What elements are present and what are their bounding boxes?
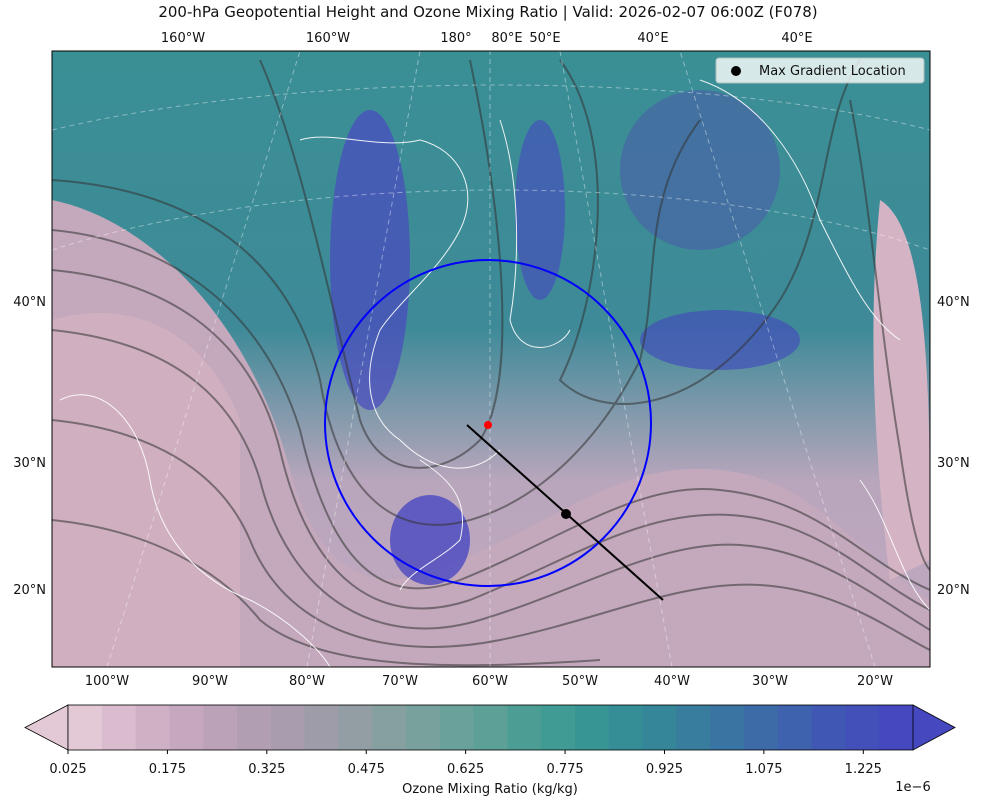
lon-label-bottom: 30°W	[752, 674, 788, 689]
lat-label-left: 30°N	[13, 456, 46, 471]
map	[52, 51, 930, 667]
height-contours	[52, 59, 930, 667]
colorbar-bin	[879, 705, 914, 750]
lon-label-bottom: 20°W	[857, 674, 893, 689]
graticule	[52, 51, 930, 667]
low-ozone-region	[52, 200, 930, 667]
center-marker	[484, 421, 492, 429]
colorbar-frame	[67, 704, 914, 751]
lat-label-right: 20°N	[937, 583, 970, 598]
lon-label-top: 80°E	[491, 31, 522, 46]
high-ozone-region	[390, 495, 470, 585]
high-ozone-region	[640, 310, 800, 370]
colorbar-bin	[710, 705, 745, 750]
lon-label-bottom: 90°W	[192, 674, 228, 689]
colorbar-bin	[777, 705, 813, 750]
legend-box	[715, 57, 925, 84]
lat-label-left: 40°N	[13, 295, 46, 310]
legend-label: Max Gradient Location	[759, 64, 906, 79]
colorbar-bin	[135, 705, 170, 750]
colorbar-bin	[608, 705, 644, 750]
map-frame	[51, 50, 931, 668]
colorbar-bin	[406, 705, 441, 750]
lon-label-bottom: 60°W	[472, 674, 508, 689]
colorbar-bin	[372, 705, 407, 750]
colorbar-bin	[68, 705, 103, 750]
colorbar-bin	[439, 705, 475, 750]
lon-label-bottom: 40°W	[654, 674, 690, 689]
lon-label-top: 40°E	[781, 31, 812, 46]
legend-marker	[731, 66, 741, 76]
colorbar-bin	[237, 705, 272, 750]
colorbar-tick-label: 0.775	[546, 762, 583, 777]
lon-label-bottom: 70°W	[382, 674, 418, 689]
colorbar-extend-max	[912, 704, 956, 751]
colorbar-label: Ozone Mixing Ratio (kg/kg)	[402, 782, 578, 797]
lat-label-right: 40°N	[937, 295, 970, 310]
colorbar-bin	[744, 705, 779, 750]
colorbar-bin	[169, 705, 204, 750]
lon-label-top: 180°	[440, 31, 471, 46]
lon-label-bottom: 100°W	[85, 674, 129, 689]
colorbar-bin	[811, 705, 846, 750]
lon-label-top: 50°E	[529, 31, 560, 46]
colorbar-extend-min	[24, 704, 69, 751]
colorbar-bin	[203, 705, 238, 750]
colorbar-bin	[507, 705, 542, 750]
colorbar-bin	[676, 705, 711, 750]
colorbar-bin	[845, 705, 880, 750]
colorbar-bin	[101, 705, 137, 750]
colorbar-tick-label: 1.075	[745, 762, 782, 777]
colorbar-bin	[541, 705, 576, 750]
map-title: 200-hPa Geopotential Height and Ozone Mi…	[158, 3, 817, 21]
colorbar-offset: 1e−6	[895, 780, 930, 795]
colorbar-bin	[304, 705, 339, 750]
colorbar-bin	[642, 705, 677, 750]
lon-label-top: 160°W	[161, 31, 205, 46]
high-ozone-region	[515, 120, 565, 300]
lon-label-top: 40°E	[637, 31, 668, 46]
low-ozone-region	[52, 313, 240, 667]
colorbar-bin	[473, 705, 508, 750]
colorbar-tick-label: 0.475	[348, 762, 385, 777]
lon-label-top: 160°W	[306, 31, 350, 46]
colorbar-tick-label: 0.925	[646, 762, 683, 777]
coastlines	[59, 79, 930, 667]
colorbar-bin	[575, 705, 610, 750]
colorbar-bin	[270, 705, 306, 750]
search-circle	[324, 259, 652, 587]
max-gradient-marker	[561, 509, 571, 519]
colorbar-tick-label: 0.175	[149, 762, 186, 777]
colorbar-tick-label: 1.225	[845, 762, 882, 777]
lat-label-left: 20°N	[13, 583, 46, 598]
lon-label-bottom: 80°W	[289, 674, 325, 689]
legend: Max Gradient Location	[715, 57, 925, 84]
low-ozone-region	[873, 200, 930, 580]
colorbar-tick-label: 0.325	[248, 762, 285, 777]
colorbar-tick-label: 0.625	[447, 762, 484, 777]
colorbar-bin	[338, 705, 373, 750]
lat-label-right: 30°N	[937, 456, 970, 471]
lon-label-bottom: 50°W	[562, 674, 598, 689]
colorbar-tick-label: 0.025	[49, 762, 86, 777]
